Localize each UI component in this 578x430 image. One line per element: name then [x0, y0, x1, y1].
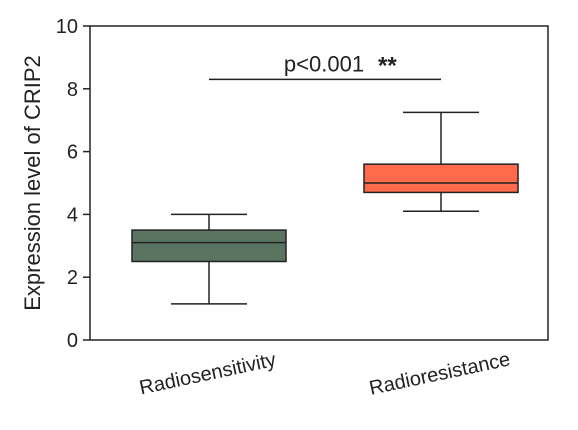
- plot-frame: [89, 25, 549, 341]
- x-tick-label: Radiosensitivity: [138, 349, 278, 399]
- y-tick-label: 8: [67, 79, 78, 101]
- iqr-box: [131, 229, 287, 263]
- y-tick-label: 4: [67, 204, 78, 226]
- p-value-label: p<0.001: [284, 51, 364, 76]
- y-axis-title: Expression level of CRIP2: [20, 55, 45, 311]
- box-series: [131, 111, 519, 305]
- x-tick-label: Radioresistance: [367, 348, 512, 399]
- y-tick-label: 10: [56, 16, 78, 38]
- y-axis-ticks: 0 2 4 6 8 10: [56, 16, 90, 352]
- y-tick-label: 6: [67, 142, 78, 164]
- x-axis-labels: Radiosensitivity Radioresistance: [138, 348, 513, 399]
- iqr-box: [363, 163, 519, 194]
- y-tick-label: 0: [67, 330, 78, 352]
- box-radioresistance: [363, 111, 519, 213]
- box-radiosensitivity: [131, 213, 287, 305]
- y-tick-label: 2: [67, 267, 78, 289]
- significance-stars: **: [378, 52, 397, 79]
